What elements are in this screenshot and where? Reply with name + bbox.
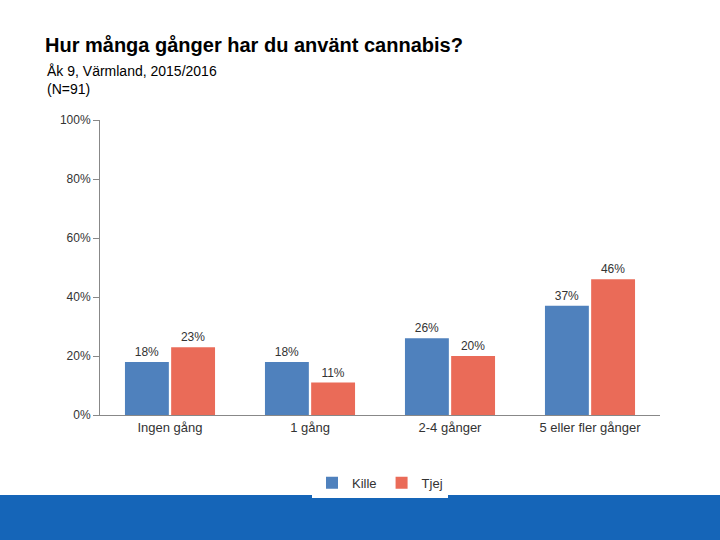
svg-text:2-4 gånger: 2-4 gånger <box>419 420 483 435</box>
svg-text:Hur många gånger har du använt: Hur många gånger har du använt cannabis? <box>45 34 463 56</box>
svg-text:37%: 37% <box>555 289 579 303</box>
svg-text:5 eller fler gånger: 5 eller fler gånger <box>539 420 641 435</box>
svg-text:46%: 46% <box>601 262 625 276</box>
svg-text:18%: 18% <box>135 345 159 359</box>
svg-text:Ingen gång: Ingen gång <box>137 420 202 435</box>
svg-text:0%: 0% <box>73 408 91 422</box>
svg-text:60%: 60% <box>67 231 91 245</box>
svg-text:20%: 20% <box>461 339 485 353</box>
svg-text:80%: 80% <box>67 172 91 186</box>
svg-text:26%: 26% <box>415 321 439 335</box>
svg-text:11%: 11% <box>321 366 344 380</box>
svg-text:Kille: Kille <box>352 476 377 491</box>
svg-text:20%: 20% <box>67 349 91 363</box>
svg-text:40%: 40% <box>67 290 91 304</box>
svg-text:Åk 9, Värmland, 2015/2016(N=91: Åk 9, Värmland, 2015/2016(N=91) <box>47 63 217 97</box>
svg-text:23%: 23% <box>181 330 205 344</box>
svg-text:18%: 18% <box>275 345 299 359</box>
svg-text:1 gång: 1 gång <box>290 420 330 435</box>
svg-text:Tjej: Tjej <box>422 476 443 491</box>
svg-text:100%: 100% <box>60 113 91 127</box>
